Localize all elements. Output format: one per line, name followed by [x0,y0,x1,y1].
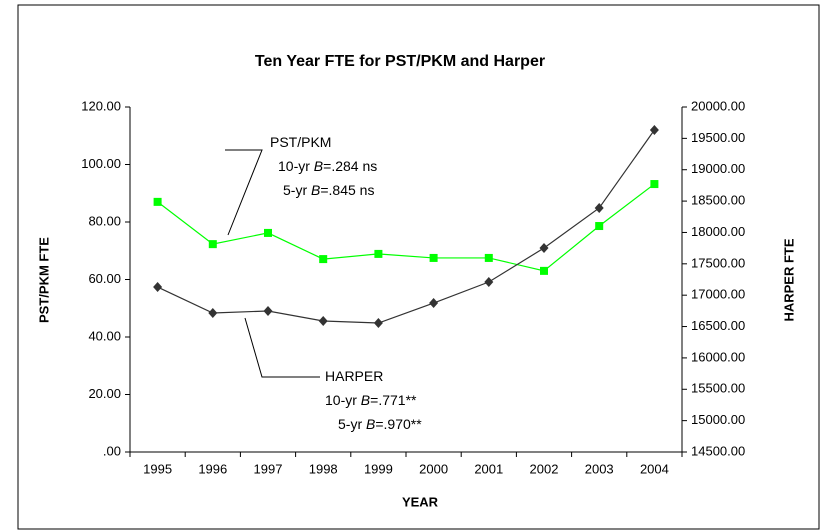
annotation-part: PST/PKM [270,134,331,150]
marker [153,282,163,293]
annotation: 10-yr B=.771** [325,392,417,408]
series-line [157,183,655,272]
y-tick-label: 80.00 [88,213,121,228]
y2-axis-title: HARPER FTE [781,238,796,321]
annotation-part: =.970** [375,416,422,432]
x-tick-label: 2002 [530,461,559,476]
y2-tick-label: 20000.00 [691,98,745,113]
annotation-part: B [314,158,323,174]
annotation-part: 10-yr [278,158,314,174]
x-tick-label: 1999 [364,461,393,476]
y-tick-label: 60.00 [88,271,121,286]
annotation-part: HARPER [325,368,383,384]
y-tick-label: 100.00 [81,156,121,171]
annotation-part: B [366,416,375,432]
y2-tick-label: 19500.00 [691,130,745,145]
annotation-part: =.284 ns [323,158,377,174]
marker [153,197,162,206]
annotation-part: B [361,392,370,408]
marker [373,318,383,329]
marker [429,298,439,309]
chart-border [17,4,820,530]
marker [208,240,217,249]
y2-tick-label: 18000.00 [691,224,745,239]
annotation-connector [244,317,320,378]
marker [594,202,604,213]
marker [264,228,272,237]
marker [319,255,328,264]
annotation: 5-yr B=.845 ns [283,182,374,198]
annotation-part: 5-yr [283,182,311,198]
x-tick-label: 2001 [474,461,503,476]
annotation: PST/PKM [270,134,331,150]
series-line [157,129,655,324]
y2-tick-label: 14500.00 [691,443,745,458]
annotation-part: 10-yr [325,392,361,408]
annotation: 5-yr B=.970** [338,416,422,432]
y2-tick-label: 16500.00 [691,318,745,333]
x-tick-label: 1996 [198,461,227,476]
x-tick-label: 1998 [309,461,338,476]
y2-tick-label: 19000.00 [691,161,745,176]
marker [429,253,438,262]
y2-tick-label: 18500.00 [691,193,745,208]
y-tick-label: .00 [103,443,121,458]
marker [374,249,383,258]
x-axis-title: YEAR [402,494,439,509]
marker [595,222,604,231]
chart-title: Ten Year FTE for PST/PKM and Harper [255,53,545,70]
annotation-part: =.845 ns [320,182,374,198]
y-tick-label: 20.00 [88,386,121,401]
annotation-part: 5-yr [338,416,366,432]
marker [318,316,328,327]
annotation: 10-yr B=.284 ns [278,158,377,174]
y-axis-title: PST/PKM FTE [36,237,51,323]
marker [484,277,494,288]
annotation-part: =.771** [370,392,417,408]
x-tick-label: 2000 [419,461,448,476]
y2-tick-label: 15000.00 [691,412,745,427]
x-tick-label: 1995 [143,461,172,476]
annotation-part: B [311,182,320,198]
y2-tick-label: 15500.00 [691,381,745,396]
x-tick-label: 2003 [585,461,614,476]
x-tick-label: 1997 [254,461,283,476]
annotation-connector [225,149,263,236]
marker [484,253,493,262]
annotation: HARPER [325,368,383,384]
y2-tick-label: 17000.00 [691,287,745,302]
marker [263,305,273,316]
marker [208,307,218,318]
marker [649,125,659,136]
marker [539,243,549,254]
y2-tick-label: 17500.00 [691,255,745,270]
y2-tick-label: 16000.00 [691,349,745,364]
marker [650,180,659,189]
y-tick-label: 40.00 [88,328,121,343]
marker [540,266,548,275]
y-tick-label: 120.00 [81,98,121,113]
x-tick-label: 2004 [640,461,669,476]
